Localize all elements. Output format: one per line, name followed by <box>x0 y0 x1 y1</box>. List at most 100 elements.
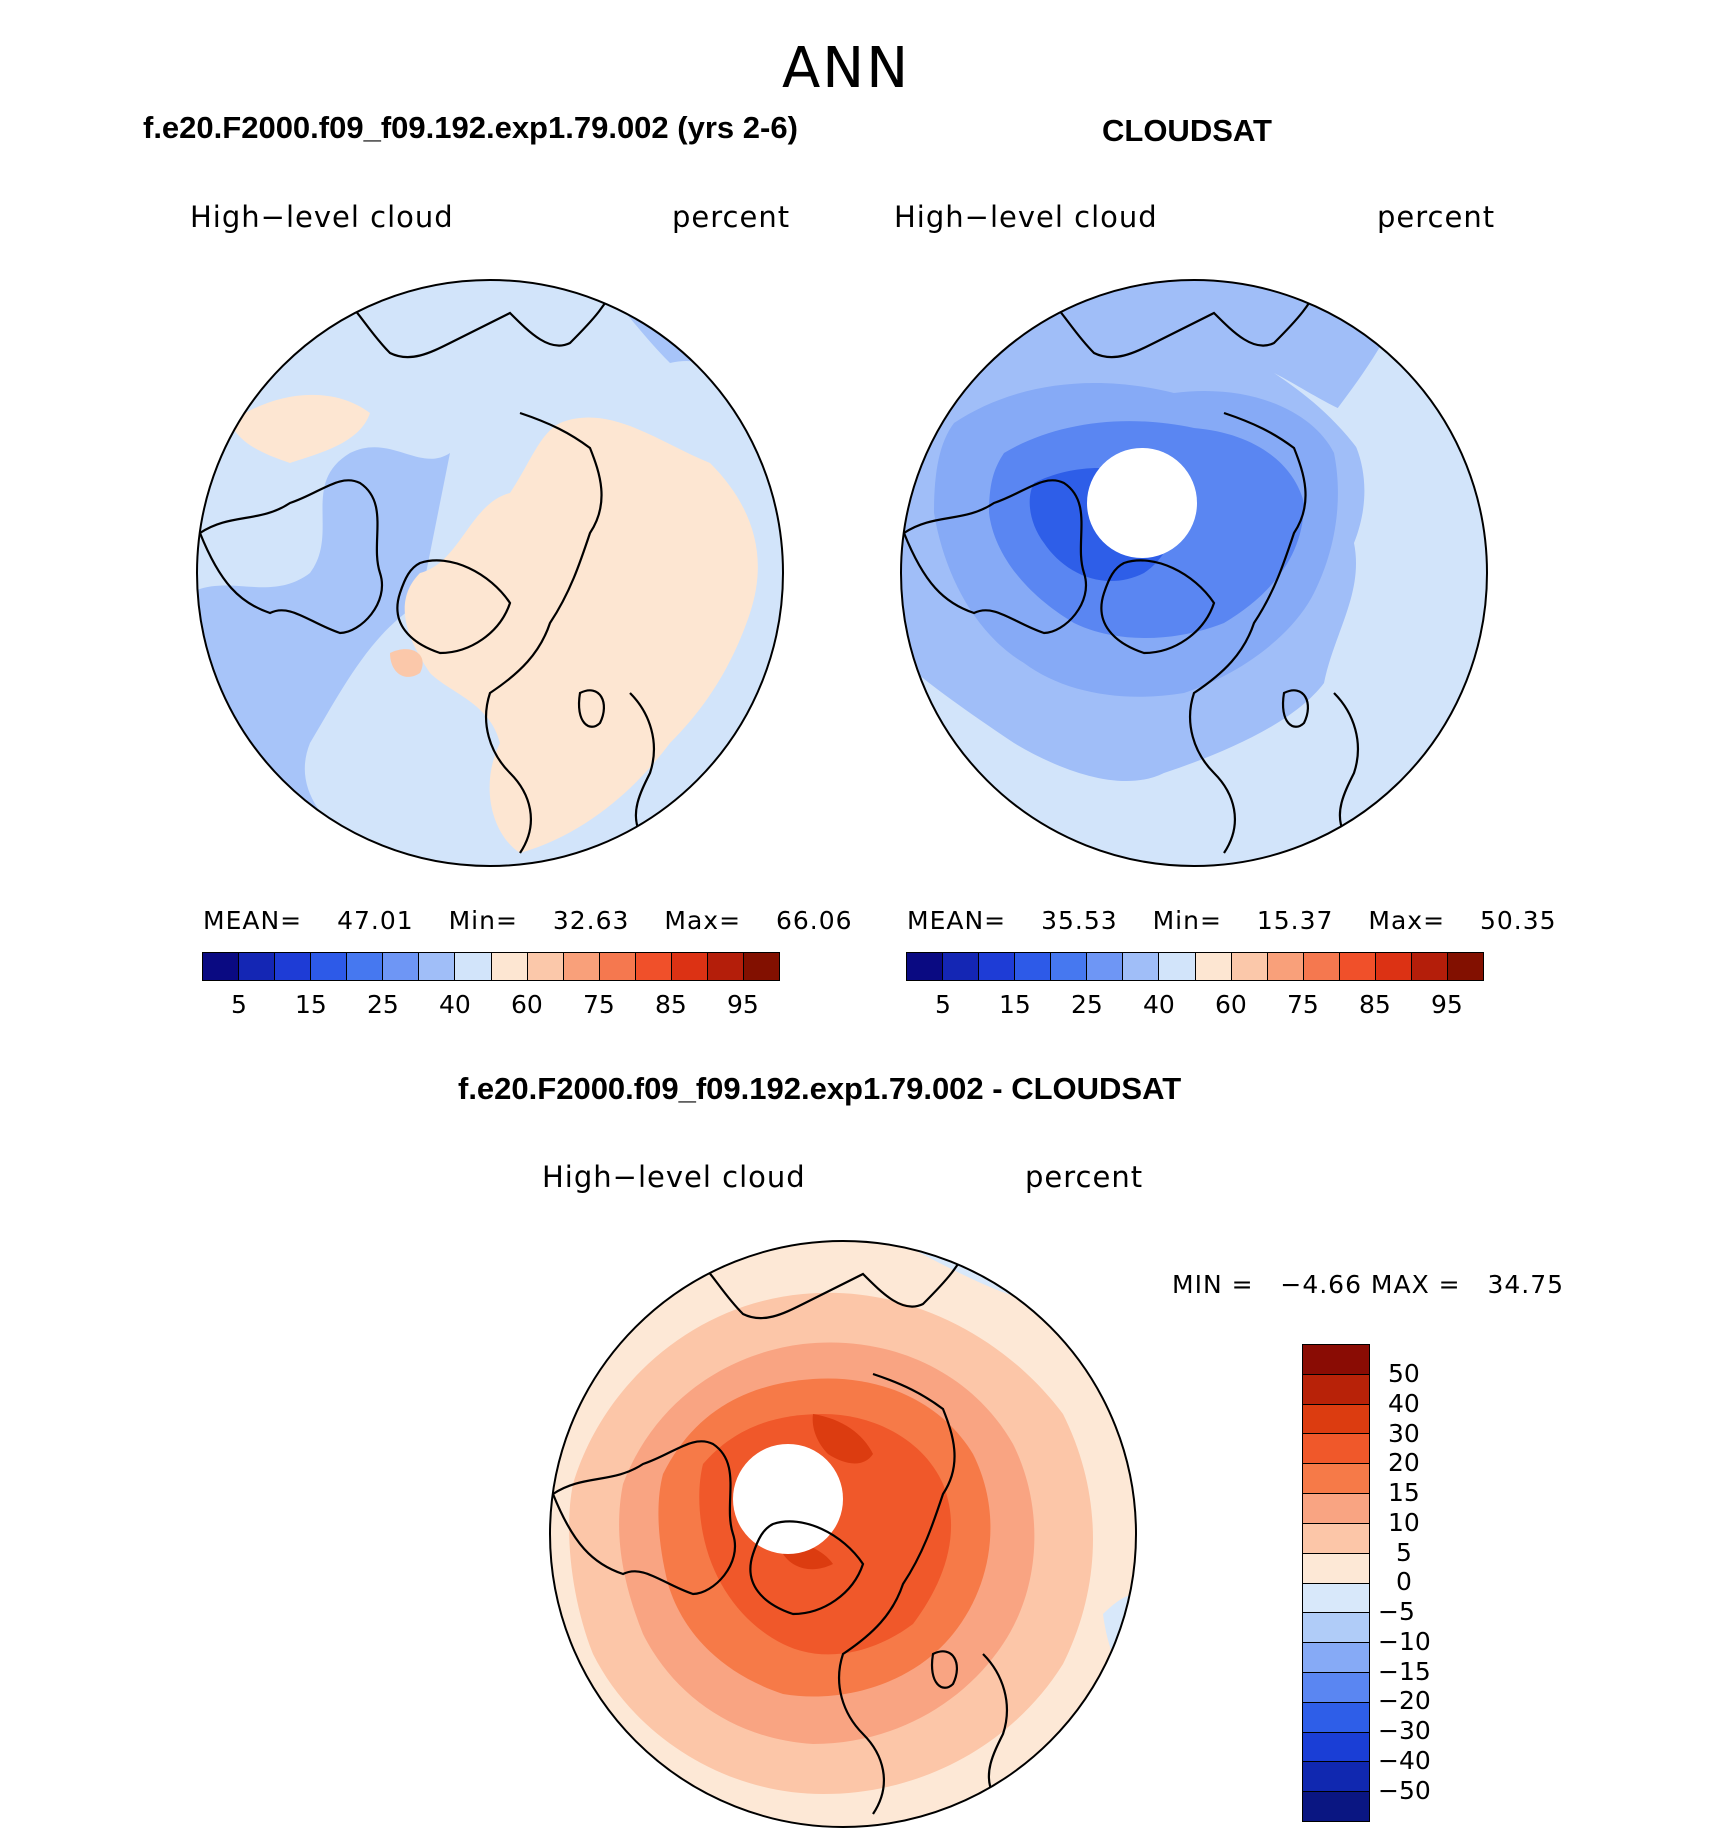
panel2-left-label: High−level cloud <box>894 200 1158 234</box>
colorbar-swatch <box>743 953 779 980</box>
panel1-tick: 60 <box>511 990 543 1019</box>
panel1-map-border <box>196 279 784 867</box>
panel1-colorbar <box>202 952 780 981</box>
panel3-colorbar-label: 20 <box>1388 1448 1420 1477</box>
colorbar-swatch <box>1339 953 1376 980</box>
colorbar-swatch <box>1051 953 1088 980</box>
panel2-tick: 40 <box>1143 990 1175 1019</box>
panel3-colorbar-labels: 50 40 30 20 15 10 5 0 −5 −10 −15 −20 −30… <box>1378 1344 1482 1824</box>
panel2-map-border <box>900 279 1488 867</box>
panel3-colorbar-label: −5 <box>1378 1597 1415 1626</box>
panel3-colorbar-label: 50 <box>1388 1359 1420 1388</box>
panel2-colorbar <box>906 952 1484 981</box>
colorbar-swatch <box>1303 1345 1369 1375</box>
colorbar-swatch <box>311 953 348 980</box>
panel3-colorbar-label: 10 <box>1388 1508 1420 1537</box>
panel2-stats: MEAN= 35.53 Min= 15.37 Max= 50.35 <box>907 906 1557 935</box>
colorbar-swatch <box>1303 1762 1369 1793</box>
panel2-pole-hole <box>1087 448 1197 558</box>
panel3-colorbar-label: 30 <box>1388 1419 1420 1448</box>
panel2-max-label: Max= <box>1368 906 1446 935</box>
colorbar-swatch <box>671 953 708 980</box>
colorbar-swatch <box>419 953 456 980</box>
panel1-colorbar-ticks: 5 15 25 40 60 75 85 95 <box>202 990 778 1020</box>
panel3-colorbar-label: −30 <box>1378 1716 1431 1745</box>
colorbar-swatch <box>1303 1374 1369 1405</box>
panel3-colorbar-label: −15 <box>1378 1657 1431 1686</box>
panel2-min-value: 15.37 <box>1256 906 1334 935</box>
panel3-colorbar-label: 0 <box>1396 1567 1412 1596</box>
panel2-tick: 85 <box>1359 990 1391 1019</box>
panel3-colorbar-label: 15 <box>1388 1478 1420 1507</box>
colorbar-swatch <box>1303 1702 1369 1733</box>
colorbar-swatch <box>1411 953 1448 980</box>
colorbar-swatch <box>275 953 312 980</box>
panel3-pole-hole <box>733 1444 843 1554</box>
colorbar-swatch <box>907 953 944 980</box>
colorbar-swatch <box>1303 1404 1369 1435</box>
colorbar-swatch <box>383 953 420 980</box>
colorbar-swatch <box>491 953 528 980</box>
panel2-tick: 60 <box>1215 990 1247 1019</box>
panel3-colorbar-label: 40 <box>1388 1389 1420 1418</box>
panel3-minmax: MIN = −4.66 MAX = 34.75 <box>1172 1270 1565 1299</box>
colorbar-swatch <box>1015 953 1052 980</box>
panel3-title: f.e20.F2000.f09_f09.192.exp1.79.002 - CL… <box>458 1071 1182 1106</box>
panel1-max-label: Max= <box>664 906 742 935</box>
panel3-colorbar-label: −50 <box>1378 1776 1431 1805</box>
panel3-right-label: percent <box>1025 1160 1144 1194</box>
colorbar-swatch <box>635 953 672 980</box>
panel3-colorbar-label: −20 <box>1378 1686 1431 1715</box>
panel1-tick: 15 <box>295 990 327 1019</box>
colorbar-swatch <box>347 953 384 980</box>
panel1-min-value: 32.63 <box>552 906 630 935</box>
panel2-tick: 95 <box>1431 990 1463 1019</box>
panel1-stats: MEAN= 47.01 Min= 32.63 Max= 66.06 <box>203 906 853 935</box>
colorbar-swatch <box>1123 953 1160 980</box>
panel1-tick: 85 <box>655 990 687 1019</box>
colorbar-swatch <box>1303 1464 1369 1495</box>
colorbar-swatch <box>599 953 636 980</box>
colorbar-swatch <box>1303 1553 1369 1584</box>
panel2-tick: 25 <box>1071 990 1103 1019</box>
panel3-map-border <box>549 1240 1137 1828</box>
panel1-min-label: Min= <box>448 906 518 935</box>
panel1-max-value: 66.06 <box>776 906 853 935</box>
colorbar-swatch <box>1303 1613 1369 1644</box>
panel2-title: CLOUDSAT <box>1102 113 1272 148</box>
colorbar-swatch <box>239 953 276 980</box>
colorbar-swatch <box>1231 953 1268 980</box>
colorbar-swatch <box>707 953 744 980</box>
panel1-mean-value: 47.01 <box>337 906 414 935</box>
panel3-colorbar <box>1302 1344 1370 1822</box>
colorbar-swatch <box>1303 1672 1369 1703</box>
panel1-field-warm2 <box>230 394 370 463</box>
colorbar-swatch <box>1303 1643 1369 1673</box>
colorbar-swatch <box>1267 953 1304 980</box>
panel2-mean-value: 35.53 <box>1041 906 1118 935</box>
panel2-tick: 75 <box>1287 990 1319 1019</box>
panel3-left-label: High−level cloud <box>542 1160 806 1194</box>
colorbar-swatch <box>527 953 564 980</box>
colorbar-swatch <box>1195 953 1232 980</box>
panel3-colorbar-label: 5 <box>1396 1538 1412 1567</box>
panel2-tick: 5 <box>935 990 951 1019</box>
panel1-map <box>196 279 784 867</box>
colorbar-swatch <box>1303 1434 1369 1465</box>
colorbar-swatch <box>1375 953 1412 980</box>
colorbar-swatch <box>1159 953 1196 980</box>
panel1-mean-label: MEAN= <box>203 906 303 935</box>
panel1-tick: 95 <box>727 990 759 1019</box>
panel2-mean-label: MEAN= <box>907 906 1007 935</box>
main-title: ANN <box>782 36 911 101</box>
panel3-colorbar-label: −40 <box>1378 1746 1431 1775</box>
panel1-tick: 40 <box>439 990 471 1019</box>
panel1-tick: 25 <box>367 990 399 1019</box>
colorbar-swatch <box>1303 953 1340 980</box>
panel1-left-label: High−level cloud <box>190 200 454 234</box>
panel3-map <box>549 1240 1137 1828</box>
panel3-field-p5 <box>812 1414 873 1464</box>
colorbar-swatch <box>1303 1732 1369 1763</box>
panel2-max-value: 50.35 <box>1480 906 1557 935</box>
panel3-colorbar-label: −10 <box>1378 1627 1431 1656</box>
